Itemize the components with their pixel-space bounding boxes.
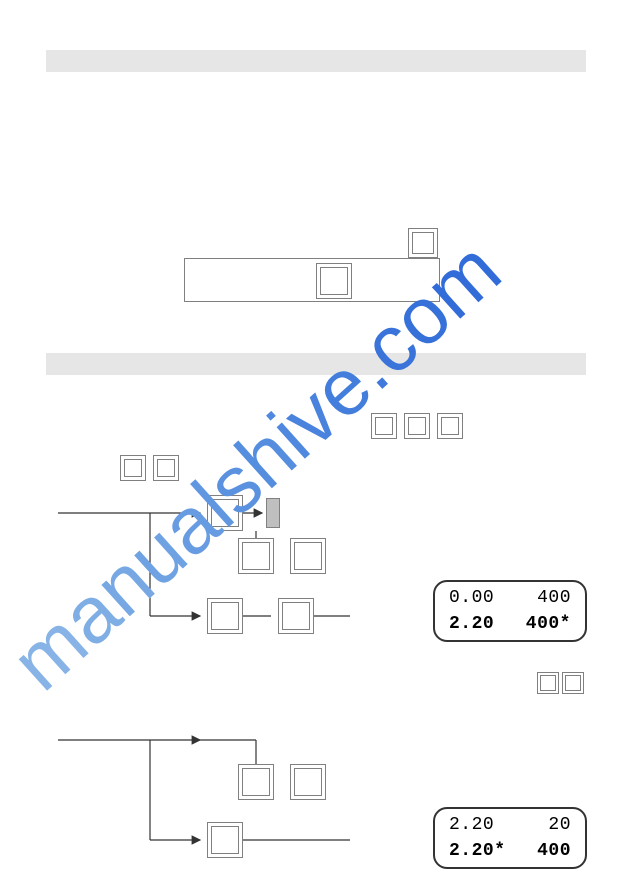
long-box bbox=[184, 258, 440, 302]
flow-lines bbox=[0, 0, 629, 893]
lcd1-top-right: 400 bbox=[537, 588, 571, 608]
lcd-display-1: 0.00 400 2.20 400* bbox=[433, 580, 587, 642]
small-box bbox=[437, 413, 463, 439]
small-box bbox=[537, 672, 559, 694]
lcd-display-2: 2.20 20 2.20* 400 bbox=[433, 807, 587, 869]
header-bar-1 bbox=[46, 50, 586, 72]
lcd2-top-right: 20 bbox=[548, 815, 571, 835]
lcd1-bot-left: 2.20 bbox=[449, 614, 494, 634]
header-bar-2 bbox=[46, 353, 586, 375]
flow-box bbox=[207, 598, 243, 634]
gray-slab bbox=[266, 498, 280, 528]
lcd1-bot-right: 400* bbox=[526, 614, 571, 634]
flow-box bbox=[238, 764, 274, 800]
page: 0.00 400 2.20 400* 2.20 20 2.20* 400 man… bbox=[0, 0, 629, 893]
flow-box bbox=[207, 495, 243, 531]
flow-box bbox=[207, 822, 243, 858]
small-box bbox=[404, 413, 430, 439]
small-box bbox=[371, 413, 397, 439]
flow-box bbox=[238, 538, 274, 574]
lcd1-top-left: 0.00 bbox=[449, 588, 494, 608]
lcd2-bot-right: 400 bbox=[537, 841, 571, 861]
lcd2-top-left: 2.20 bbox=[449, 815, 494, 835]
small-box-top-right bbox=[408, 228, 438, 258]
small-box bbox=[153, 455, 179, 481]
small-box bbox=[120, 455, 146, 481]
flow-box bbox=[290, 764, 326, 800]
flow-box bbox=[290, 538, 326, 574]
small-box bbox=[562, 672, 584, 694]
flow-box bbox=[278, 598, 314, 634]
lcd2-bot-left: 2.20* bbox=[449, 841, 506, 861]
